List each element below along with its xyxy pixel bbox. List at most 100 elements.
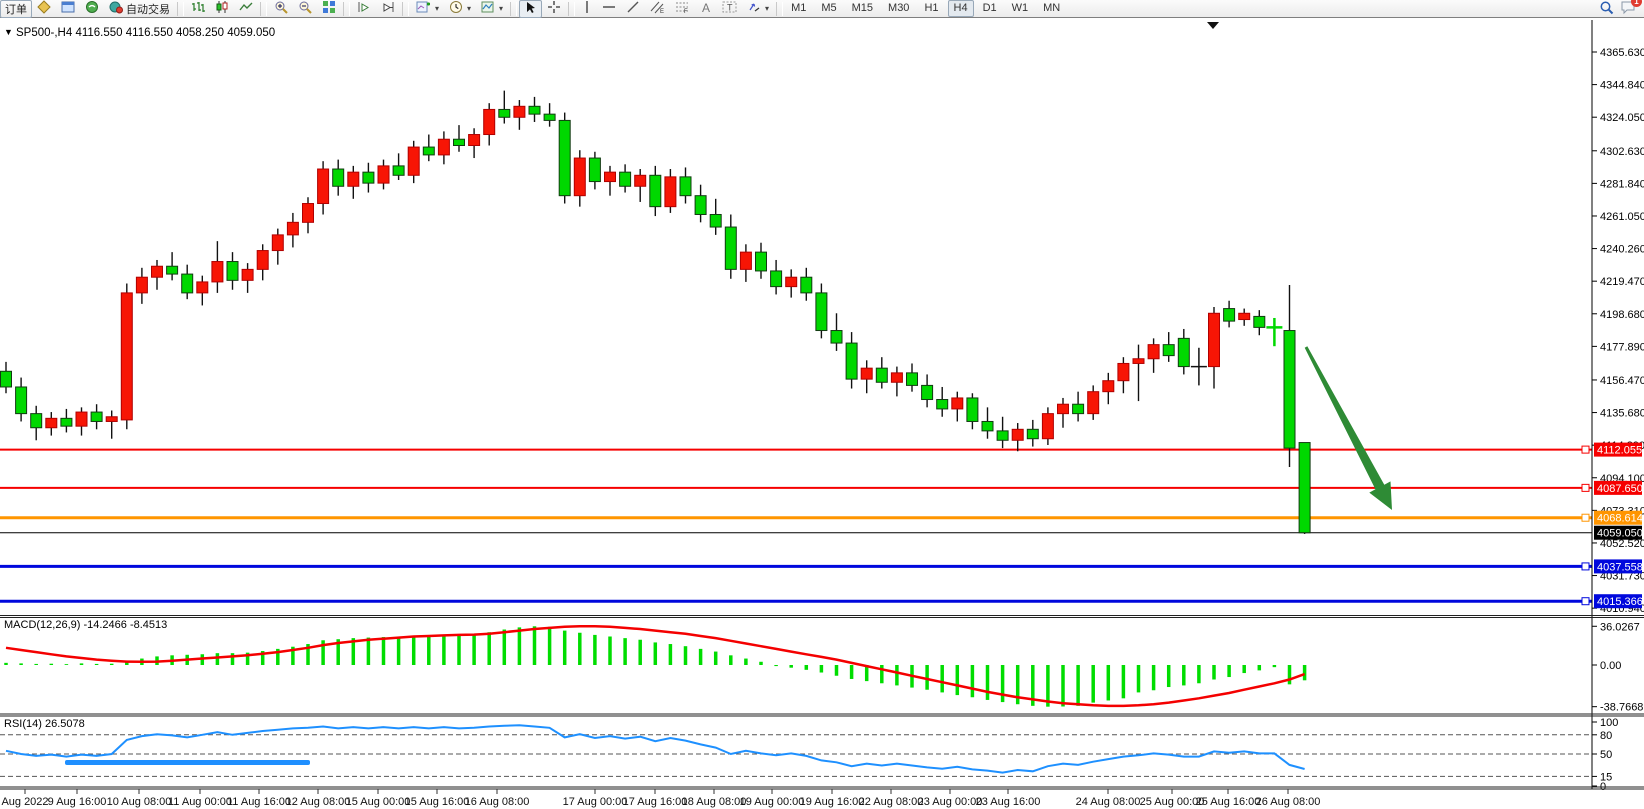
price-tick-label: 4031.730 (1600, 571, 1644, 583)
chevron-down-icon: ▾ (435, 4, 440, 13)
zoom-in-icon (274, 0, 288, 17)
date-tick-label: 17 Aug 16:00 (623, 796, 688, 808)
macd-signal-line (5, 625, 1306, 708)
candle-body (921, 384, 934, 401)
candle-body (256, 250, 269, 270)
timeframe-mn[interactable]: MN (1043, 2, 1061, 14)
rsi-axis-label: 100 (1600, 717, 1618, 729)
candle-body (619, 171, 632, 187)
crosshair-tool-button[interactable] (542, 0, 566, 18)
chart-title: SP500-,H4 4116.550 4116.550 4058.250 405… (16, 27, 275, 39)
drawn-arrow-annotation[interactable] (1304, 346, 1392, 510)
equidistant-channel-tool[interactable]: E (645, 0, 670, 18)
candle-body (75, 411, 88, 427)
chart-shift-button[interactable] (352, 0, 376, 18)
vertical-line-tool[interactable] (577, 0, 597, 18)
data-window-button[interactable] (56, 0, 80, 18)
hline-price-label (1594, 559, 1642, 574)
zoom-in-button[interactable] (269, 0, 293, 18)
search-icon[interactable] (1599, 0, 1614, 18)
candle-chart-button[interactable] (210, 0, 234, 18)
text-tool[interactable]: A (695, 0, 717, 18)
candle-body (226, 261, 239, 281)
new-order-button[interactable]: 订单 (0, 0, 32, 18)
candle-body (770, 270, 783, 288)
candle-body (60, 417, 73, 427)
candle-body (392, 165, 405, 176)
candle-body (739, 251, 752, 270)
candlesticks (0, 90, 1311, 534)
indicators-icon (416, 0, 431, 17)
hline-drag-handle[interactable] (1581, 445, 1590, 454)
date-tick-label: 24 Aug 08:00 (1076, 796, 1141, 808)
market-watch-button[interactable] (32, 0, 56, 18)
date-tick-label: 19 Aug 00:00 (740, 796, 805, 808)
price-tick-label: 4324.050 (1600, 112, 1644, 124)
collapse-glyph[interactable]: ▼ (4, 27, 13, 37)
cursor-tool-button[interactable] (519, 0, 543, 18)
svg-text:A: A (702, 1, 710, 14)
candle-body (468, 134, 481, 146)
candle-body (332, 168, 345, 187)
periods-button[interactable]: ▾ (444, 0, 476, 18)
candle-body (1283, 330, 1296, 449)
date-tick-label: 15 Aug 00:00 (346, 796, 411, 808)
arrows-icon (747, 0, 761, 17)
hline-price-text: 4112.055 (1597, 445, 1642, 457)
navigator-button[interactable] (80, 0, 104, 18)
timeframe-h1[interactable]: H1 (924, 2, 939, 14)
timeframe-d1[interactable]: D1 (982, 2, 997, 14)
channel-icon: E (650, 0, 665, 17)
date-tick-label: 9 Aug 16:00 (48, 796, 107, 808)
timeframe-m15[interactable]: M15 (851, 2, 874, 14)
timeframe-w1[interactable]: W1 (1011, 2, 1029, 14)
autotrade-button[interactable]: 自动交易 (104, 0, 175, 18)
timeframe-h4[interactable]: H4 (947, 0, 974, 17)
hline-drag-handle[interactable] (1581, 483, 1590, 492)
horizontal-scrollbar[interactable] (65, 760, 310, 765)
candle-body (1253, 315, 1266, 328)
fibonacci-tool[interactable]: F (670, 0, 695, 18)
indicators-button[interactable]: ▾ (411, 0, 444, 18)
trendline-tool[interactable] (621, 0, 645, 18)
timeframe-m30[interactable]: M30 (888, 2, 910, 14)
horizontal-lines (0, 448, 1592, 603)
candle-body (407, 146, 420, 176)
templates-button[interactable]: ▾ (476, 0, 508, 18)
candle-body (1057, 403, 1069, 415)
arrows-tool[interactable]: ▾ (742, 0, 774, 18)
timeframe-m5[interactable]: M5 (821, 2, 837, 14)
chevron-down-icon: ▾ (467, 4, 472, 13)
text-label-tool[interactable]: T (717, 0, 742, 18)
candle-body (241, 268, 254, 281)
hline-drag-handle[interactable] (1581, 597, 1590, 606)
notifications-button[interactable]: 1 (1620, 0, 1642, 18)
timeframe-m1[interactable]: M1 (791, 2, 807, 14)
candle-body (543, 113, 556, 121)
candle-body (513, 105, 526, 118)
hline-price-label (1594, 594, 1642, 609)
chevron-down-icon: ▾ (765, 4, 770, 13)
chart-window[interactable]: 4365.630 4344.840 4324.050 4302.630 4281.840… (0, 18, 1644, 809)
hline-price-label (1594, 510, 1642, 525)
horizontal-line-tool[interactable] (597, 0, 621, 18)
line-chart-button[interactable] (234, 0, 258, 18)
candle-body (1162, 344, 1175, 357)
tile-windows-button[interactable] (317, 0, 341, 18)
bar-chart-button[interactable] (186, 0, 210, 18)
hline-drag-handle[interactable] (1581, 562, 1590, 571)
candle-chart-icon (215, 0, 229, 17)
candle-body (604, 171, 616, 183)
date-tick-label: 19 Aug 16:00 (800, 796, 865, 808)
candle-body (105, 416, 118, 422)
toolbar-separator (260, 1, 267, 16)
date-tick-label: 25 Aug 00:00 (1140, 796, 1205, 808)
candle-body (135, 276, 148, 294)
zoom-out-button[interactable] (293, 0, 317, 18)
hline-drag-handle[interactable] (1581, 513, 1590, 522)
autoscroll-button[interactable] (376, 0, 400, 18)
toolbar-separator (177, 1, 184, 16)
toolbar-separator (402, 1, 409, 16)
autotrade-label: 自动交易 (126, 3, 170, 16)
